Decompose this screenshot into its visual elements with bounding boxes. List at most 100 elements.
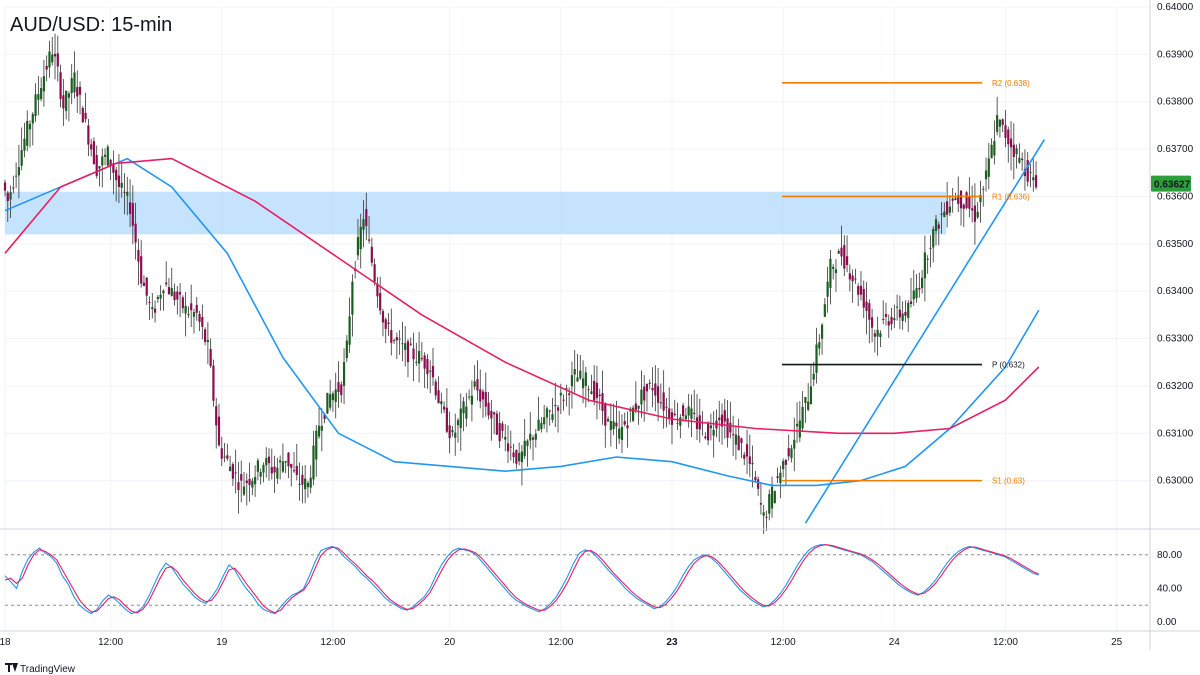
candle-down: [448, 425, 451, 439]
candle-down: [548, 410, 551, 412]
candle-down: [495, 413, 499, 435]
level-label: S1 (0.63): [992, 477, 1025, 486]
candle-down: [757, 479, 760, 489]
candle-down: [476, 379, 479, 391]
candle-up: [309, 477, 312, 488]
candle-up: [67, 93, 71, 98]
candle-down: [501, 423, 504, 431]
candle-up: [820, 324, 824, 339]
candle-up: [996, 115, 999, 132]
candle-up: [712, 429, 715, 436]
candle-up: [20, 150, 23, 166]
candle-up: [351, 281, 354, 315]
candle-up: [676, 422, 679, 424]
candle-up: [459, 408, 462, 429]
candle-down: [1007, 129, 1010, 145]
price-tick-label: 0.63100: [1157, 428, 1194, 439]
candle-up: [993, 141, 996, 156]
candle-up: [101, 156, 104, 166]
candle-down: [53, 53, 57, 57]
candle-up: [103, 154, 107, 157]
candle-up: [223, 456, 226, 458]
candle-up: [829, 258, 832, 288]
chart-title: AUD/USD: 15-min: [10, 14, 172, 36]
candle-up: [793, 439, 796, 449]
candle-up: [126, 191, 129, 196]
candle-up: [609, 421, 612, 431]
candle-up: [362, 219, 365, 230]
candle-up: [540, 423, 543, 429]
time-tick-label: 24: [889, 637, 901, 648]
candle-down: [434, 381, 437, 396]
candle-up: [606, 418, 610, 422]
tradingview-logo-icon: [5, 663, 18, 672]
candle-up: [932, 228, 935, 248]
candle-up: [281, 461, 285, 472]
candle-up: [832, 266, 835, 269]
candle-down: [695, 417, 699, 430]
tradingview-logo: TradingView: [5, 663, 76, 675]
candle-up: [773, 491, 776, 503]
candle-up: [229, 466, 232, 472]
candle-down: [904, 311, 907, 316]
price-tick-label: 0.63600: [1157, 191, 1194, 202]
candle-down: [273, 466, 276, 473]
price-tick-label: 0.63400: [1157, 286, 1194, 297]
candle-down: [737, 435, 740, 451]
candle-down: [245, 480, 248, 484]
candle-down: [481, 391, 485, 400]
moving-average-blue: [4, 157, 1040, 487]
candle-down: [587, 389, 590, 391]
candle-down: [946, 201, 949, 215]
candle-up: [982, 188, 985, 190]
candle-down: [723, 410, 726, 422]
candle-up: [251, 480, 254, 488]
candle-down: [1012, 144, 1015, 157]
candle-up: [907, 302, 910, 318]
candle-down: [142, 282, 146, 286]
candle-up: [523, 440, 526, 457]
candle-down: [62, 95, 65, 109]
candle-up: [106, 146, 109, 166]
oscillator-tick-label: 0.00: [1157, 617, 1177, 628]
candle-down: [593, 380, 596, 401]
candle-down: [409, 343, 412, 345]
candle-up: [359, 226, 362, 250]
candle-down: [443, 406, 446, 410]
candle-down: [651, 388, 654, 391]
level-label: R1 (0.636): [992, 192, 1030, 201]
candle-down: [1034, 175, 1038, 188]
candle-up: [342, 362, 346, 386]
candle-up: [451, 430, 454, 433]
candle-down: [862, 288, 865, 308]
candle-up: [34, 94, 37, 117]
candle-down: [134, 223, 137, 243]
candle-up: [934, 219, 938, 232]
candle-down: [854, 278, 857, 280]
candle-down: [884, 314, 888, 317]
candle-up: [398, 338, 401, 340]
candle-down: [556, 407, 560, 411]
candle-down: [90, 144, 93, 150]
candle-up: [1018, 157, 1021, 163]
axes: 0.64000 0.63900 0.63800 0.63700 0.63600 0.635…: [0, 0, 1200, 650]
candle-up: [509, 446, 512, 448]
candle-down: [6, 192, 9, 202]
candle-down: [337, 382, 340, 392]
candle-up: [640, 389, 643, 405]
candle-up: [834, 269, 838, 274]
candle-down: [601, 393, 604, 411]
candle-up: [304, 478, 307, 490]
candle-down: [140, 256, 143, 284]
candle-up: [812, 373, 815, 380]
candle-down: [890, 316, 893, 325]
candle-up: [987, 158, 990, 177]
candle-down: [615, 422, 618, 427]
candle-down: [604, 402, 607, 426]
candle-up: [901, 313, 904, 321]
candle-up: [534, 433, 537, 440]
candle-down: [176, 291, 179, 300]
price-tick-label: 0.64000: [1157, 2, 1194, 13]
candle-down: [490, 410, 493, 419]
